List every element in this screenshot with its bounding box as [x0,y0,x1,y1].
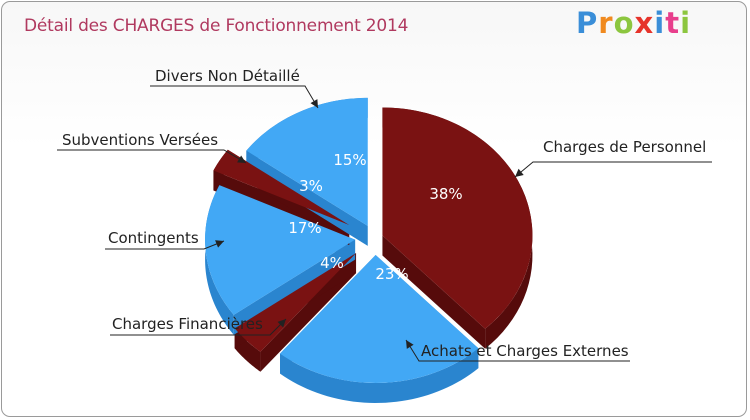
slice-percent-label: 4% [320,254,344,272]
leader-arrowhead [277,319,286,328]
logo-letter: x [634,6,655,40]
slice-category-label: Divers Non Détaillé [155,67,300,85]
leader-arrowhead [406,340,414,349]
leader-arrowhead [215,240,224,248]
pie-slice-side [205,185,234,335]
slice-category-label: Contingents [108,229,199,247]
proxiti-logo[interactable]: Proxiti [576,6,691,40]
pie-slice-side [280,348,479,403]
pie-slice-charges-de-personnel[interactable] [382,107,533,329]
logo-letter: P [576,6,599,40]
logo-letter: i [654,6,666,40]
slice-percent-label: 17% [288,219,321,237]
slice-percent-label: 23% [375,265,408,283]
pie-slice-charges-financi-res[interactable] [234,253,357,352]
pie-slice-divers-non-d-taill-[interactable] [246,97,368,226]
slice-category-label: Charges Financières [112,315,263,333]
pie-slice-contingents[interactable] [205,185,356,315]
logo-letter: r [598,6,614,40]
pie-slice-edge [246,150,368,246]
slice-percent-label: 38% [429,185,462,203]
logo-letter: i [680,6,692,40]
slice-percent-label: 3% [299,177,323,195]
pie-slice-edge [382,235,486,349]
chart-title: Détail des CHARGES de Fonctionnement 201… [24,16,409,36]
pie-slice-achats-et-charges-externes[interactable] [280,254,479,383]
slice-category-label: Achats et Charges Externes [421,342,629,360]
leader-arrowhead [237,155,246,163]
leader-line [150,85,319,109]
leader-line [405,339,630,362]
slice-category-label: Charges de Personnel [543,138,706,156]
slice-category-label: Subventions Versées [62,131,218,149]
leader-arrowhead [515,168,524,177]
leader-line [514,161,712,178]
slice-percent-label: 15% [333,151,366,169]
pie-slice-subventions-vers-es[interactable] [213,149,350,226]
logo-letter: t [665,6,681,40]
leader-line [57,149,247,164]
logo-letter: o [613,6,635,40]
leader-arrowhead [310,99,318,108]
